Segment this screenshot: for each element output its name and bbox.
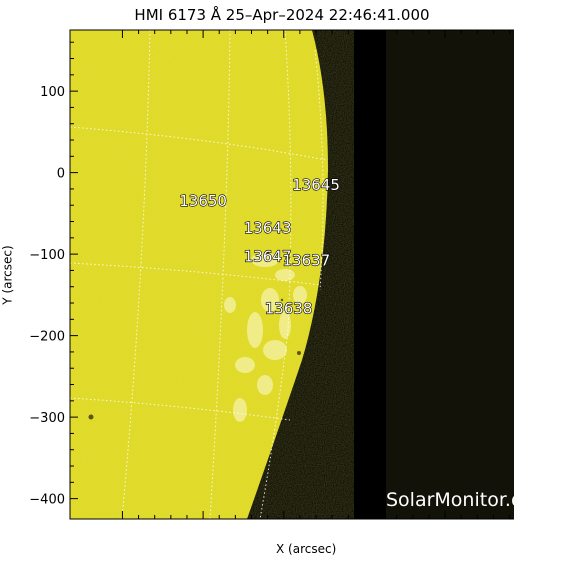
y-tick-label: 0	[57, 167, 65, 182]
y-axis-ticks: 100 0 −100 −200 −300 −400	[29, 41, 78, 508]
plot-title: HMI 6173 Å 25–Apr–2024 22:46:41.000	[134, 6, 430, 24]
active-region-label: 13643	[244, 219, 292, 237]
active-region-label: 13638	[265, 300, 313, 318]
y-tick-label: −300	[29, 411, 65, 426]
y-tick-label: −200	[29, 330, 65, 345]
x-axis-label: X (arcsec)	[276, 542, 337, 556]
heliographic-grid	[70, 30, 327, 519]
plage-regions	[224, 253, 307, 422]
active-region-label: 13650	[179, 192, 227, 210]
watermark: SolarMonitor.org	[386, 489, 514, 511]
active-region-label: 13645	[292, 176, 340, 194]
y-tick-label: −100	[29, 248, 65, 263]
active-region-label: 13637	[282, 252, 330, 270]
y-tick-label: 100	[40, 85, 65, 100]
sunspots	[88, 250, 301, 420]
disk-texture	[70, 30, 328, 519]
no-data-region	[386, 30, 514, 519]
axes-box	[69, 29, 514, 520]
active-region-label: 13647	[244, 248, 292, 266]
y-tick-label: −400	[29, 493, 65, 508]
x-axis-ticks: 700800900100011001200	[121, 30, 511, 519]
y-axis-label: Y (arcsec)	[0, 245, 15, 305]
